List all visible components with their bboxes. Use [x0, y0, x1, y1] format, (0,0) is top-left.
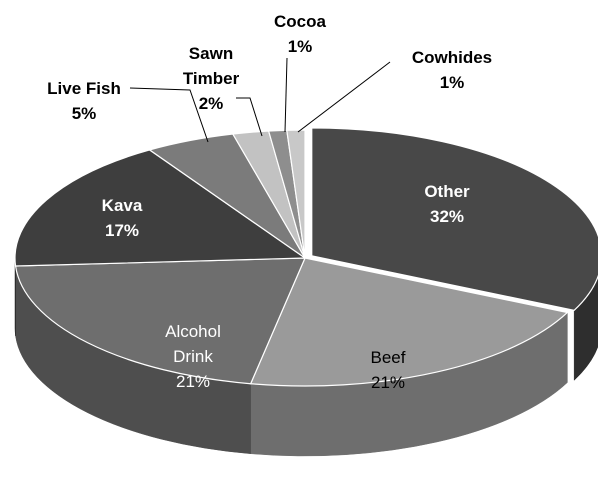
data-label-live-fish: Live Fish 5% — [47, 79, 121, 123]
pie-tops — [14, 127, 598, 387]
data-label-value: 2% — [199, 94, 224, 113]
data-label-beef: Beef 21% — [371, 348, 406, 392]
data-label-name: Other — [424, 182, 470, 201]
data-label-value: 32% — [430, 207, 464, 226]
pie-slice-kava — [14, 149, 307, 267]
data-label-name: Sawn — [189, 44, 233, 63]
pie-sides — [14, 257, 598, 457]
pie-slice-beef — [249, 257, 569, 387]
leader-lines — [129, 57, 391, 143]
data-label-name: Kava — [102, 196, 143, 215]
leader-line-cowhides — [297, 61, 391, 133]
data-label-name: Cowhides — [412, 48, 492, 67]
pie-side-kava — [14, 257, 16, 337]
pie-slice-cowhides — [286, 129, 306, 259]
data-label-value: 17% — [105, 221, 139, 240]
data-labels: Other 32% Beef 21% Alcohol Drink 21% Kava 17% Liv… — [47, 12, 492, 392]
data-label-other: Other 32% — [424, 182, 470, 226]
data-label-cocoa: Cocoa 1% — [274, 12, 327, 56]
leader-line-cocoa — [284, 57, 288, 133]
data-label-alcohol-drink: Alcohol Drink 21% — [165, 322, 221, 391]
data-label-value: 1% — [440, 73, 465, 92]
data-label-name: Timber — [183, 69, 240, 88]
data-label-name: Beef — [371, 348, 406, 367]
data-label-name: Drink — [173, 347, 213, 366]
data-label-value: 21% — [176, 372, 210, 391]
leader-line-sawn-timber — [236, 97, 263, 137]
pie-side-other — [573, 275, 598, 381]
pie-slice-alcohol-drink — [14, 257, 306, 385]
data-label-name: Cocoa — [274, 12, 327, 31]
leader-line-live-fish — [129, 87, 209, 143]
data-label-cowhides: Cowhides 1% — [412, 48, 492, 92]
data-label-value: 21% — [371, 373, 405, 392]
data-label-value: 5% — [72, 104, 97, 123]
data-label-value: 1% — [288, 37, 313, 56]
data-label-kava: Kava 17% — [102, 196, 143, 240]
data-label-sawn-timber: Sawn Timber 2% — [183, 44, 240, 113]
data-label-name: Alcohol — [165, 322, 221, 341]
data-label-name: Live Fish — [47, 79, 121, 98]
